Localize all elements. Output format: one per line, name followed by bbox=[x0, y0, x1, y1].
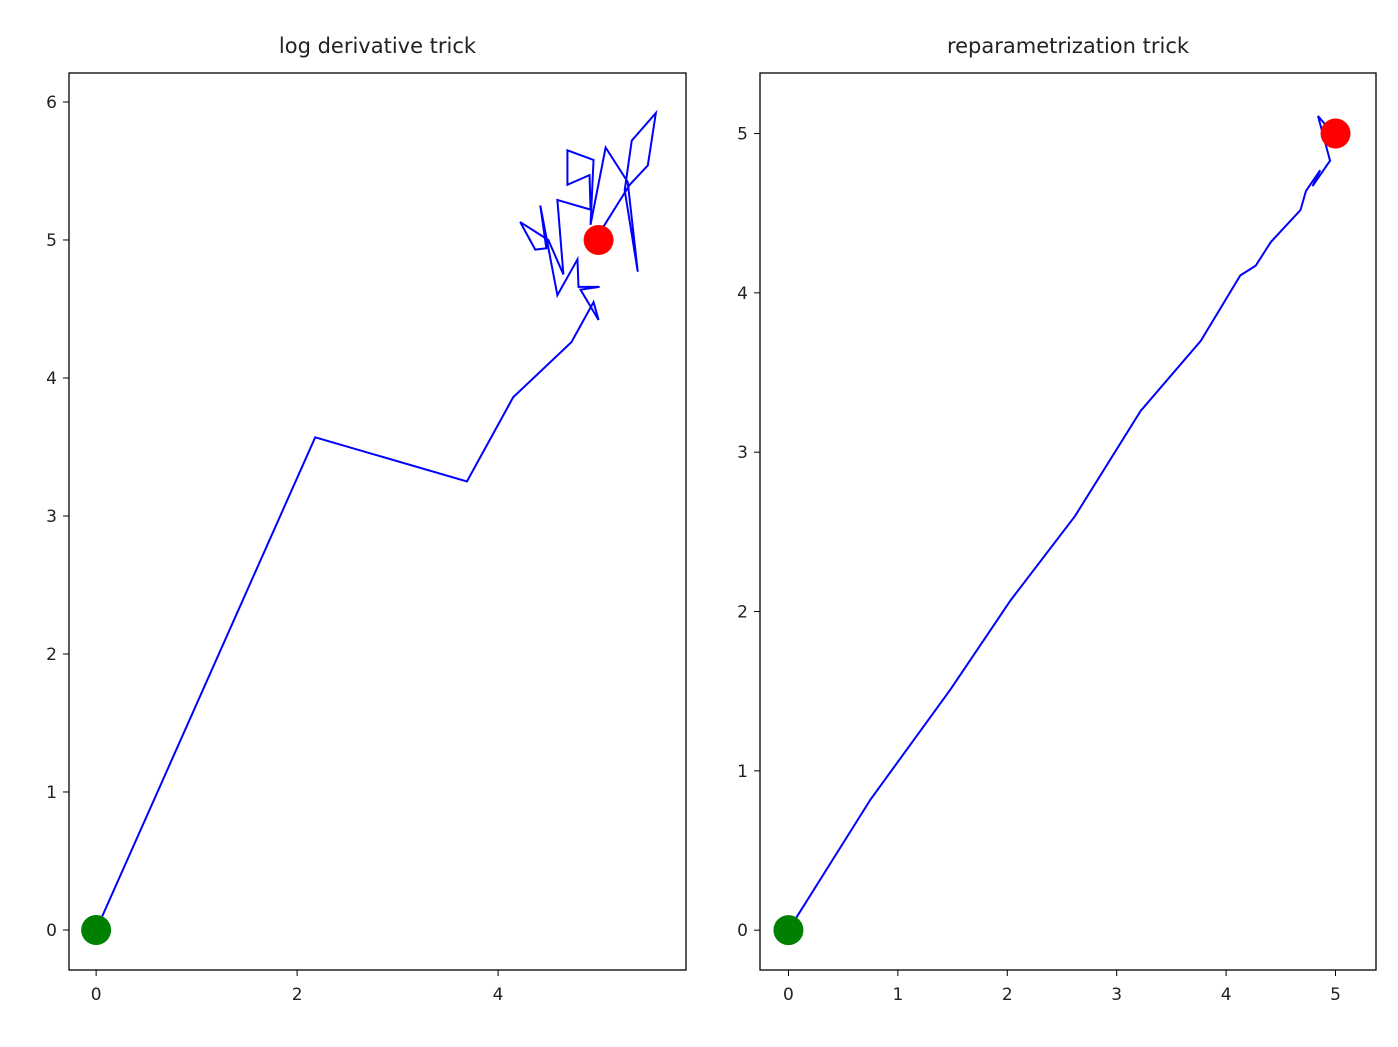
x-tick-label: 2 bbox=[1002, 985, 1013, 1005]
x-tick-label: 3 bbox=[1111, 985, 1122, 1005]
y-tick-label: 4 bbox=[46, 369, 57, 389]
x-tick-label: 1 bbox=[892, 985, 903, 1005]
y-tick-label: 6 bbox=[46, 93, 57, 113]
line bbox=[787, 115, 1345, 931]
x-tick-label: 0 bbox=[91, 985, 102, 1005]
x-tick-label: 4 bbox=[1221, 985, 1232, 1005]
y-tick-label: 1 bbox=[46, 783, 57, 803]
chart-title: log derivative trick bbox=[279, 34, 477, 58]
x-tick-label: 5 bbox=[1330, 985, 1341, 1005]
y-tick-label: 1 bbox=[737, 762, 748, 782]
marker bbox=[81, 914, 112, 945]
x-tick-label: 2 bbox=[292, 985, 303, 1005]
axes-frame bbox=[68, 72, 687, 971]
axes-frame bbox=[759, 72, 1377, 971]
y-tick-label: 2 bbox=[46, 645, 57, 665]
y-tick-label: 2 bbox=[737, 603, 748, 623]
y-tick-label: 5 bbox=[46, 231, 57, 251]
line bbox=[95, 109, 658, 931]
marker bbox=[773, 915, 804, 946]
y-tick-label: 3 bbox=[737, 443, 748, 463]
chart-title: reparametrization trick bbox=[947, 34, 1190, 58]
y-tick-label: 5 bbox=[737, 125, 748, 145]
marker bbox=[583, 224, 614, 255]
x-tick-label: 0 bbox=[783, 985, 794, 1005]
y-tick-label: 0 bbox=[46, 921, 57, 941]
x-tick-label: 4 bbox=[493, 985, 504, 1005]
marker bbox=[1320, 118, 1351, 149]
y-tick-label: 0 bbox=[737, 921, 748, 941]
y-tick-label: 3 bbox=[46, 507, 57, 527]
y-tick-label: 4 bbox=[737, 284, 748, 304]
